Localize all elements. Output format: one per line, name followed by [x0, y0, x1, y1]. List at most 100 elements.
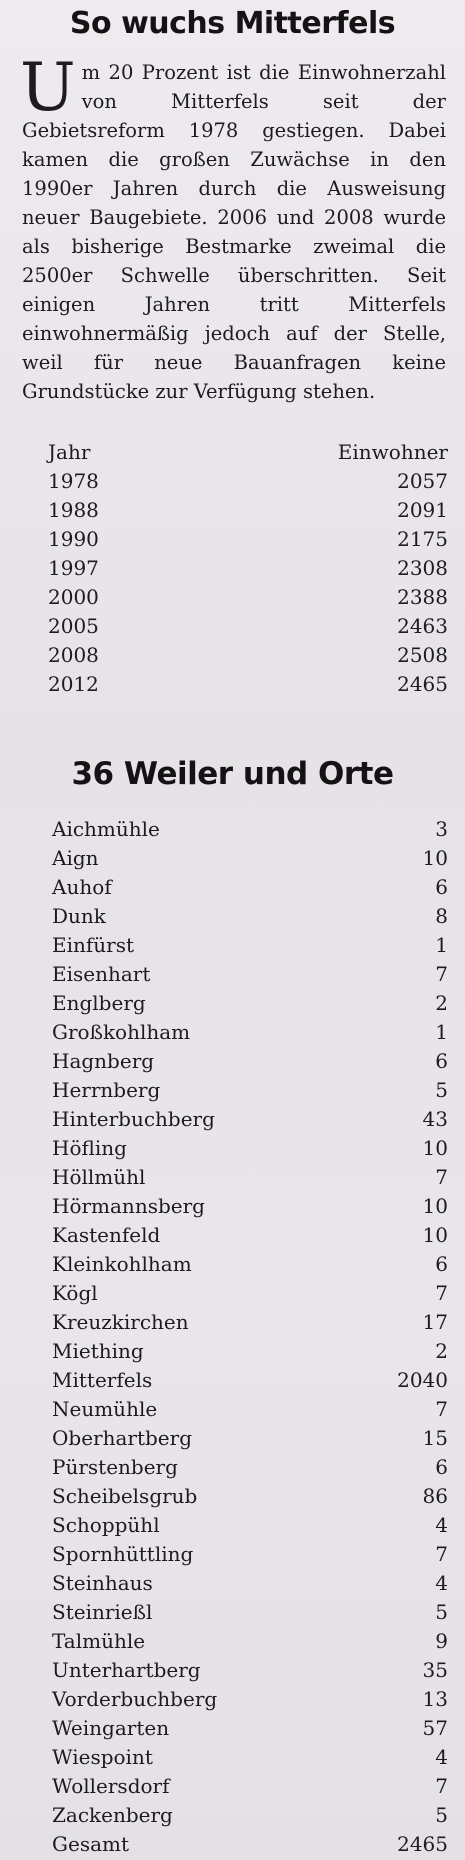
place-row-label: Steinrießl — [52, 1600, 153, 1624]
population-row-value: 2057 — [397, 469, 448, 493]
place-row-value: 1 — [435, 933, 448, 957]
population-row-value: 2091 — [397, 498, 448, 522]
place-row: Aign 10 — [52, 844, 448, 873]
place-row: Scheibelsgrub 86 — [52, 1482, 448, 1511]
population-row-value: 2465 — [397, 672, 448, 696]
place-row: Aichmühle 3 — [52, 815, 448, 844]
place-row-label: Weingarten — [52, 1716, 170, 1740]
drop-cap: U — [20, 49, 76, 126]
population-row-value: 2175 — [397, 527, 448, 551]
place-row-value: 2040 — [397, 1368, 448, 1392]
population-row-value: 2388 — [397, 585, 448, 609]
place-row-value: 6 — [435, 1455, 448, 1479]
population-row-label: 2008 — [48, 643, 99, 667]
place-row-label: Einfürst — [52, 933, 135, 957]
place-row-value: 7 — [435, 1165, 448, 1189]
place-row-value: 7 — [435, 1397, 448, 1421]
place-row: Mitterfels 2040 — [52, 1366, 448, 1395]
place-row-value: 10 — [422, 1136, 448, 1160]
place-row-value: 4 — [435, 1513, 448, 1537]
place-row-label: Kreuzkirchen — [52, 1310, 189, 1334]
place-row-value: 35 — [422, 1658, 448, 1682]
place-row-label: Pürstenberg — [52, 1455, 178, 1479]
place-row-label: Hinterbuchberg — [52, 1107, 215, 1131]
place-row-value: 5 — [435, 1078, 448, 1102]
place-row-label: Talmühle — [52, 1629, 146, 1653]
population-row: 1997 2308 — [48, 554, 448, 583]
place-row-label: Steinhaus — [52, 1571, 153, 1595]
place-row: Kreuzkirchen 17 — [52, 1308, 448, 1337]
population-row-value: 2308 — [397, 556, 448, 580]
place-row: Dunk 8 — [52, 902, 448, 931]
place-row-value: 2465 — [397, 1832, 448, 1856]
place-row-value: 1 — [435, 1020, 448, 1044]
place-row: Hinterbuchberg 43 — [52, 1105, 448, 1134]
place-row: Großkohlham 1 — [52, 1018, 448, 1047]
place-row-label: Miething — [52, 1339, 144, 1363]
places-table: Aichmühle 3 Aign 10 Auhof 6 Dunk 8 Einfürst 1 Eise… — [52, 815, 448, 1859]
population-row: 1990 2175 — [48, 525, 448, 554]
population-row: 2005 2463 — [48, 612, 448, 641]
place-row: Schoppühl 4 — [52, 1511, 448, 1540]
place-row-value: 7 — [435, 1774, 448, 1798]
place-row-value: 7 — [435, 1281, 448, 1305]
place-row-value: 7 — [435, 962, 448, 986]
place-row-value: 3 — [435, 817, 448, 841]
intro-paragraph: U m 20 Prozent ist die Einwohnerzahl von… — [20, 49, 446, 406]
place-row: Unterhartberg 35 — [52, 1656, 448, 1685]
place-row-label: Gesamt — [52, 1832, 130, 1856]
place-row: Steinhaus 4 — [52, 1569, 448, 1598]
population-row-label: 2000 — [48, 585, 99, 609]
place-row-label: Dunk — [52, 904, 106, 928]
place-row: Kastenfeld 10 — [52, 1221, 448, 1250]
population-row-label: 1978 — [48, 469, 99, 493]
place-row-value: 9 — [435, 1629, 448, 1653]
place-row: Eisenhart 7 — [52, 960, 448, 989]
place-row-value: 5 — [435, 1600, 448, 1624]
place-row-label: Scheibelsgrub — [52, 1484, 198, 1508]
place-row: Pürstenberg 6 — [52, 1453, 448, 1482]
place-row-value: 7 — [435, 1542, 448, 1566]
place-row: Spornhüttling 7 — [52, 1540, 448, 1569]
place-row: Zackenberg 5 — [52, 1801, 448, 1830]
population-row: 2012 2465 — [48, 670, 448, 699]
population-table-header: Jahr Einwohner — [48, 438, 448, 467]
place-row-label: Auhof — [52, 875, 112, 899]
place-row-label: Großkohlham — [52, 1020, 191, 1044]
place-row: Wiespoint 4 — [52, 1743, 448, 1772]
place-row: Miething 2 — [52, 1337, 448, 1366]
place-row-label: Höllmühl — [52, 1165, 146, 1189]
header-year: Jahr — [48, 440, 91, 464]
place-row-label: Wollersdorf — [52, 1774, 170, 1798]
population-row: 2008 2508 — [48, 641, 448, 670]
place-row-label: Wiespoint — [52, 1745, 153, 1769]
place-row-value: 6 — [435, 1049, 448, 1073]
place-row-label: Spornhüttling — [52, 1542, 194, 1566]
section-title-places: 36 Weiler und Orte — [71, 756, 394, 792]
place-row: Steinrießl 5 — [52, 1598, 448, 1627]
population-row-value: 2463 — [397, 614, 448, 638]
place-row-value: 4 — [435, 1745, 448, 1769]
place-row-value: 10 — [422, 1194, 448, 1218]
place-row-value: 8 — [435, 904, 448, 928]
place-row: Höfling 10 — [52, 1134, 448, 1163]
place-row-label: Unterhartberg — [52, 1658, 201, 1682]
population-row-label: 2012 — [48, 672, 99, 696]
header-residents: Einwohner — [337, 440, 448, 464]
place-row-value: 15 — [422, 1426, 448, 1450]
population-row: 1978 2057 — [48, 467, 448, 496]
place-row: Kleinkohlham 6 — [52, 1250, 448, 1279]
place-row: Hagnberg 6 — [52, 1047, 448, 1076]
place-row-value: 4 — [435, 1571, 448, 1595]
population-row-label: 1988 — [48, 498, 99, 522]
population-row: 1988 2091 — [48, 496, 448, 525]
place-row: Vorderbuchberg 13 — [52, 1685, 448, 1714]
place-row: Weingarten 57 — [52, 1714, 448, 1743]
place-row: Höllmühl 7 — [52, 1163, 448, 1192]
place-row-value: 6 — [435, 875, 448, 899]
place-row-label: Englberg — [52, 991, 146, 1015]
population-row-label: 1997 — [48, 556, 99, 580]
place-row: Englberg 2 — [52, 989, 448, 1018]
place-row-label: Eisenhart — [52, 962, 151, 986]
